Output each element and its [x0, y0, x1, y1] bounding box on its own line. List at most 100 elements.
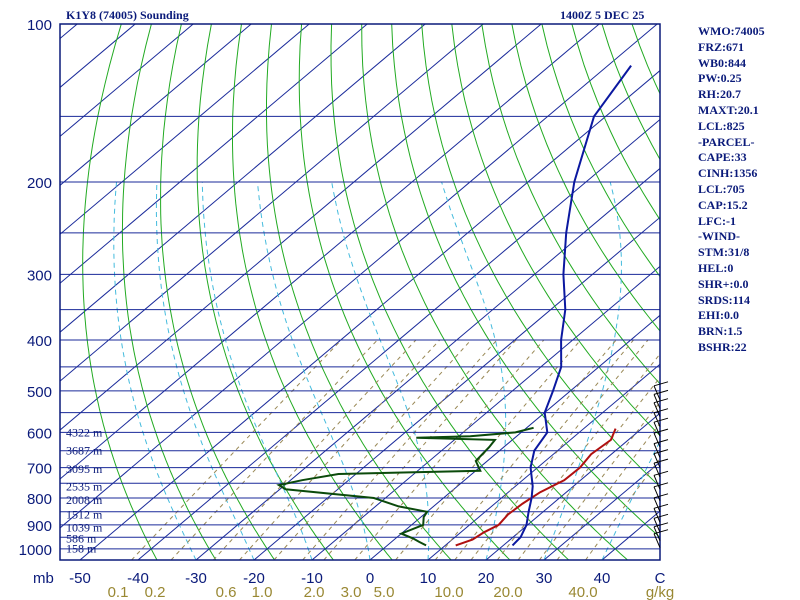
pressure-tick-label: 900	[27, 518, 52, 535]
temperature-tick-label: 30	[536, 570, 553, 587]
parameter-item: BSHR:22	[698, 339, 747, 354]
dry-adiabat-line	[330, 24, 570, 560]
isotherm-line	[427, 363, 660, 560]
temperature-profile-line	[511, 65, 632, 547]
wind-barb-flag	[653, 470, 669, 476]
mixing-ratio-line	[556, 422, 660, 560]
height-label: 3687 m	[66, 444, 103, 458]
wind-barb-flag	[653, 408, 669, 414]
temperature-tick-label: 20	[478, 570, 495, 587]
mixing-ratio-line	[302, 339, 498, 560]
isotherm-line	[60, 24, 426, 333]
wind-barb-flag	[653, 417, 669, 423]
wind-barb	[653, 508, 661, 523]
mixing-ratio-label: 10.0	[434, 584, 463, 600]
wind-barb-flag	[653, 458, 669, 464]
mixing-ratio-line	[585, 457, 660, 560]
wind-barb-flag	[653, 449, 669, 455]
parameter-item: BRN:1.5	[698, 324, 743, 339]
parameter-item: STM:31/8	[698, 245, 750, 260]
dry-adiabat-line	[298, 24, 511, 560]
dry-adiabat-line	[451, 24, 660, 437]
wind-barb	[653, 526, 661, 541]
wind-barb-flag	[653, 513, 669, 519]
parameter-item: WB0:844	[698, 55, 746, 70]
moist-adiabat-line	[257, 181, 371, 560]
dry-adiabat-line	[82, 24, 158, 560]
dry-adiabat-line	[511, 24, 660, 332]
temperature-unit-label: C	[655, 570, 666, 587]
dry-adiabat-line	[541, 24, 660, 278]
pressure-tick-label: 400	[27, 333, 52, 350]
mixing-ratio-label: 5.0	[374, 584, 395, 600]
height-label: 3095 m	[66, 462, 103, 476]
wind-barb-flag	[653, 389, 669, 395]
wind-barb	[653, 412, 661, 427]
wind-barb	[653, 486, 661, 501]
parameter-item: -WIND-	[698, 229, 740, 244]
mixing-ratio-label: 0.2	[145, 584, 166, 600]
parameter-item: RH:20.7	[698, 87, 741, 102]
wind-barb	[653, 402, 661, 417]
moist-adiabat-line	[601, 439, 660, 560]
mixing-ratio-label: 20.0	[493, 584, 522, 600]
dry-adiabat-line	[391, 24, 660, 539]
wind-barb	[653, 422, 661, 437]
isotherm-line	[60, 24, 542, 431]
pressure-tick-label: 1000	[19, 542, 52, 559]
height-label: 1039 m	[66, 520, 103, 534]
mixing-ratio-unit-label: g/kg	[646, 584, 674, 600]
mixing-ratio-label: 0.1	[108, 584, 129, 600]
temperature-tick-label: 0	[366, 570, 374, 587]
wind-barb-flag	[653, 529, 669, 535]
wind-barb	[653, 385, 661, 400]
dry-adiabat-line	[481, 24, 660, 385]
pressure-tick-label: 800	[27, 491, 52, 508]
parameter-item: PW:0.25	[698, 71, 742, 86]
height-label: 158 m	[66, 541, 97, 555]
isotherm-line	[543, 461, 660, 560]
pressure-tick-label: 600	[27, 425, 52, 442]
wind-barbs	[653, 381, 669, 548]
parameter-item: CAPE:33	[698, 150, 747, 165]
mixing-ratio-line	[538, 401, 660, 560]
mixing-ratio-line	[239, 339, 441, 560]
mixing-ratio-label: 40.0	[568, 584, 597, 600]
parameter-item: CINH:1356	[698, 166, 758, 181]
pressure-tick-label: 200	[27, 175, 52, 192]
mixing-ratio-line	[273, 339, 472, 560]
mixing-ratio-line	[354, 339, 545, 560]
wind-barb-flag	[653, 439, 669, 445]
plot-frame	[59, 23, 661, 561]
parameter-item: LFC:-1	[698, 213, 736, 228]
dry-adiabat-line	[232, 24, 393, 560]
parameters-list: WMO:74005 FRZ:671 WB0:844 PW:0.25 RH:20.7 MAX…	[698, 24, 765, 356]
pressure-unit-label: mb	[33, 570, 54, 587]
dry-adiabat-line	[571, 24, 660, 221]
temperature-tick-label: 10	[420, 570, 437, 587]
mixing-ratio-label: 1.0	[252, 584, 273, 600]
dry-adiabat-line	[121, 24, 217, 560]
wind-barb-flag	[653, 503, 669, 509]
wind-barb	[653, 453, 661, 468]
isotherm-line	[60, 24, 658, 529]
wind-barb-flag	[653, 398, 669, 404]
isotherm-line	[60, 24, 194, 138]
dry-adiabat-line	[196, 24, 334, 560]
isotherm-line	[60, 24, 310, 235]
moist-adiabat-line	[331, 181, 430, 560]
mixing-ratio-label: 0.6	[216, 584, 237, 600]
mixing-ratio-line	[517, 376, 660, 560]
dry-adiabat-line	[160, 24, 276, 560]
parameter-item: MAXT:20.1	[698, 102, 759, 117]
wind-barb-flag	[653, 522, 669, 528]
mixing-ratio-line	[323, 339, 517, 560]
mixing-ratio-label: 2.0	[304, 584, 325, 600]
wind-barb	[653, 475, 661, 490]
wind-barb	[653, 443, 661, 458]
pressure-tick-label: 500	[27, 384, 52, 401]
parameter-item: EHI:0.0	[698, 308, 740, 323]
wind-barb-flag	[653, 428, 669, 434]
dry-adiabat-line	[782, 24, 800, 560]
